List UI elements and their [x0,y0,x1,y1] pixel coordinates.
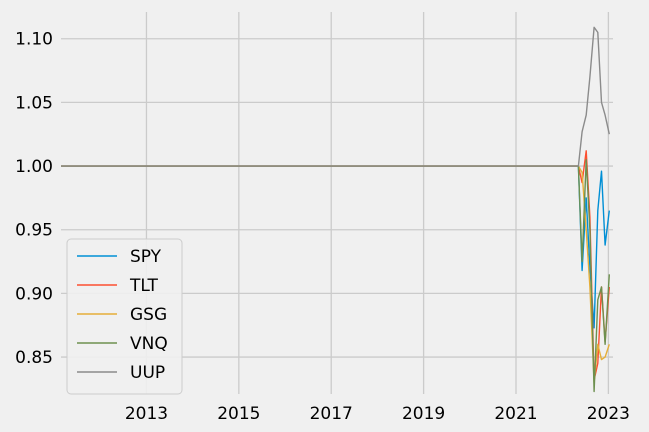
series-line-uup [61,26,610,167]
legend-label-uup: UUP [130,363,165,383]
series-line-vnq [61,158,610,393]
grid-lines [61,12,613,394]
x-axis-tick-labels: 2013 2015 2017 2019 2021 2023 [125,404,630,424]
y-tick-label: 0.95 [15,221,53,241]
legend-label-tlt: TLT [129,276,159,296]
legend-label-vnq: VNQ [130,334,168,354]
x-tick-label: 2017 [310,404,353,424]
y-tick-label: 1.05 [15,93,53,113]
x-tick-label: 2013 [125,404,168,424]
series-lines [61,26,610,393]
x-tick-label: 2023 [587,404,630,424]
legend-box [66,238,183,395]
y-tick-label: 1.10 [15,30,53,50]
y-axis-tick-labels: 0.85 0.90 0.95 1.00 1.05 1.10 [15,30,53,368]
y-tick-label: 0.90 [15,284,53,304]
y-tick-label: 0.85 [15,348,53,368]
x-tick-label: 2015 [217,404,260,424]
x-tick-label: 2021 [494,404,537,424]
legend-label-spy: SPY [130,247,162,267]
x-tick-label: 2019 [402,404,445,424]
legend: SPY TLT GSG VNQ UUP [66,238,183,395]
legend-label-gsg: GSG [130,305,167,325]
y-tick-label: 1.00 [15,157,53,177]
